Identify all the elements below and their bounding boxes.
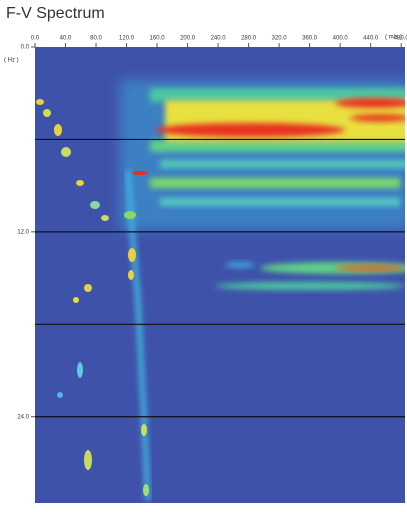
x-tick-label: 0.0 <box>31 36 40 42</box>
x-tick-label: 400.0 <box>333 36 349 42</box>
x-tick-label: 160.0 <box>150 36 166 42</box>
x-tick-label: 120.0 <box>119 36 135 42</box>
y-unit: ( Hz ) <box>4 58 19 64</box>
x-tick-label: 360.0 <box>302 36 318 42</box>
spectrum-image <box>36 80 405 501</box>
x-tick-label: 480.0 <box>394 36 407 42</box>
y-tick-label: 12.0 <box>17 229 29 235</box>
x-tick-label: 280.0 <box>241 36 257 42</box>
x-tick-label: 320.0 <box>272 36 288 42</box>
plot-area <box>35 47 405 503</box>
chart-title: F-V Spectrum <box>6 5 105 22</box>
x-tick-label: 240.0 <box>211 36 227 42</box>
x-tick-label: 440.0 <box>363 36 379 42</box>
x-tick-label: 80.0 <box>90 36 102 42</box>
x-tick-label: 40.0 <box>60 36 72 42</box>
y-tick-label: 0.0 <box>21 45 30 51</box>
y-tick-label: 24.0 <box>17 414 29 420</box>
x-unit: ( m/s ) <box>385 35 402 41</box>
x-tick-label: 200.0 <box>180 36 196 42</box>
